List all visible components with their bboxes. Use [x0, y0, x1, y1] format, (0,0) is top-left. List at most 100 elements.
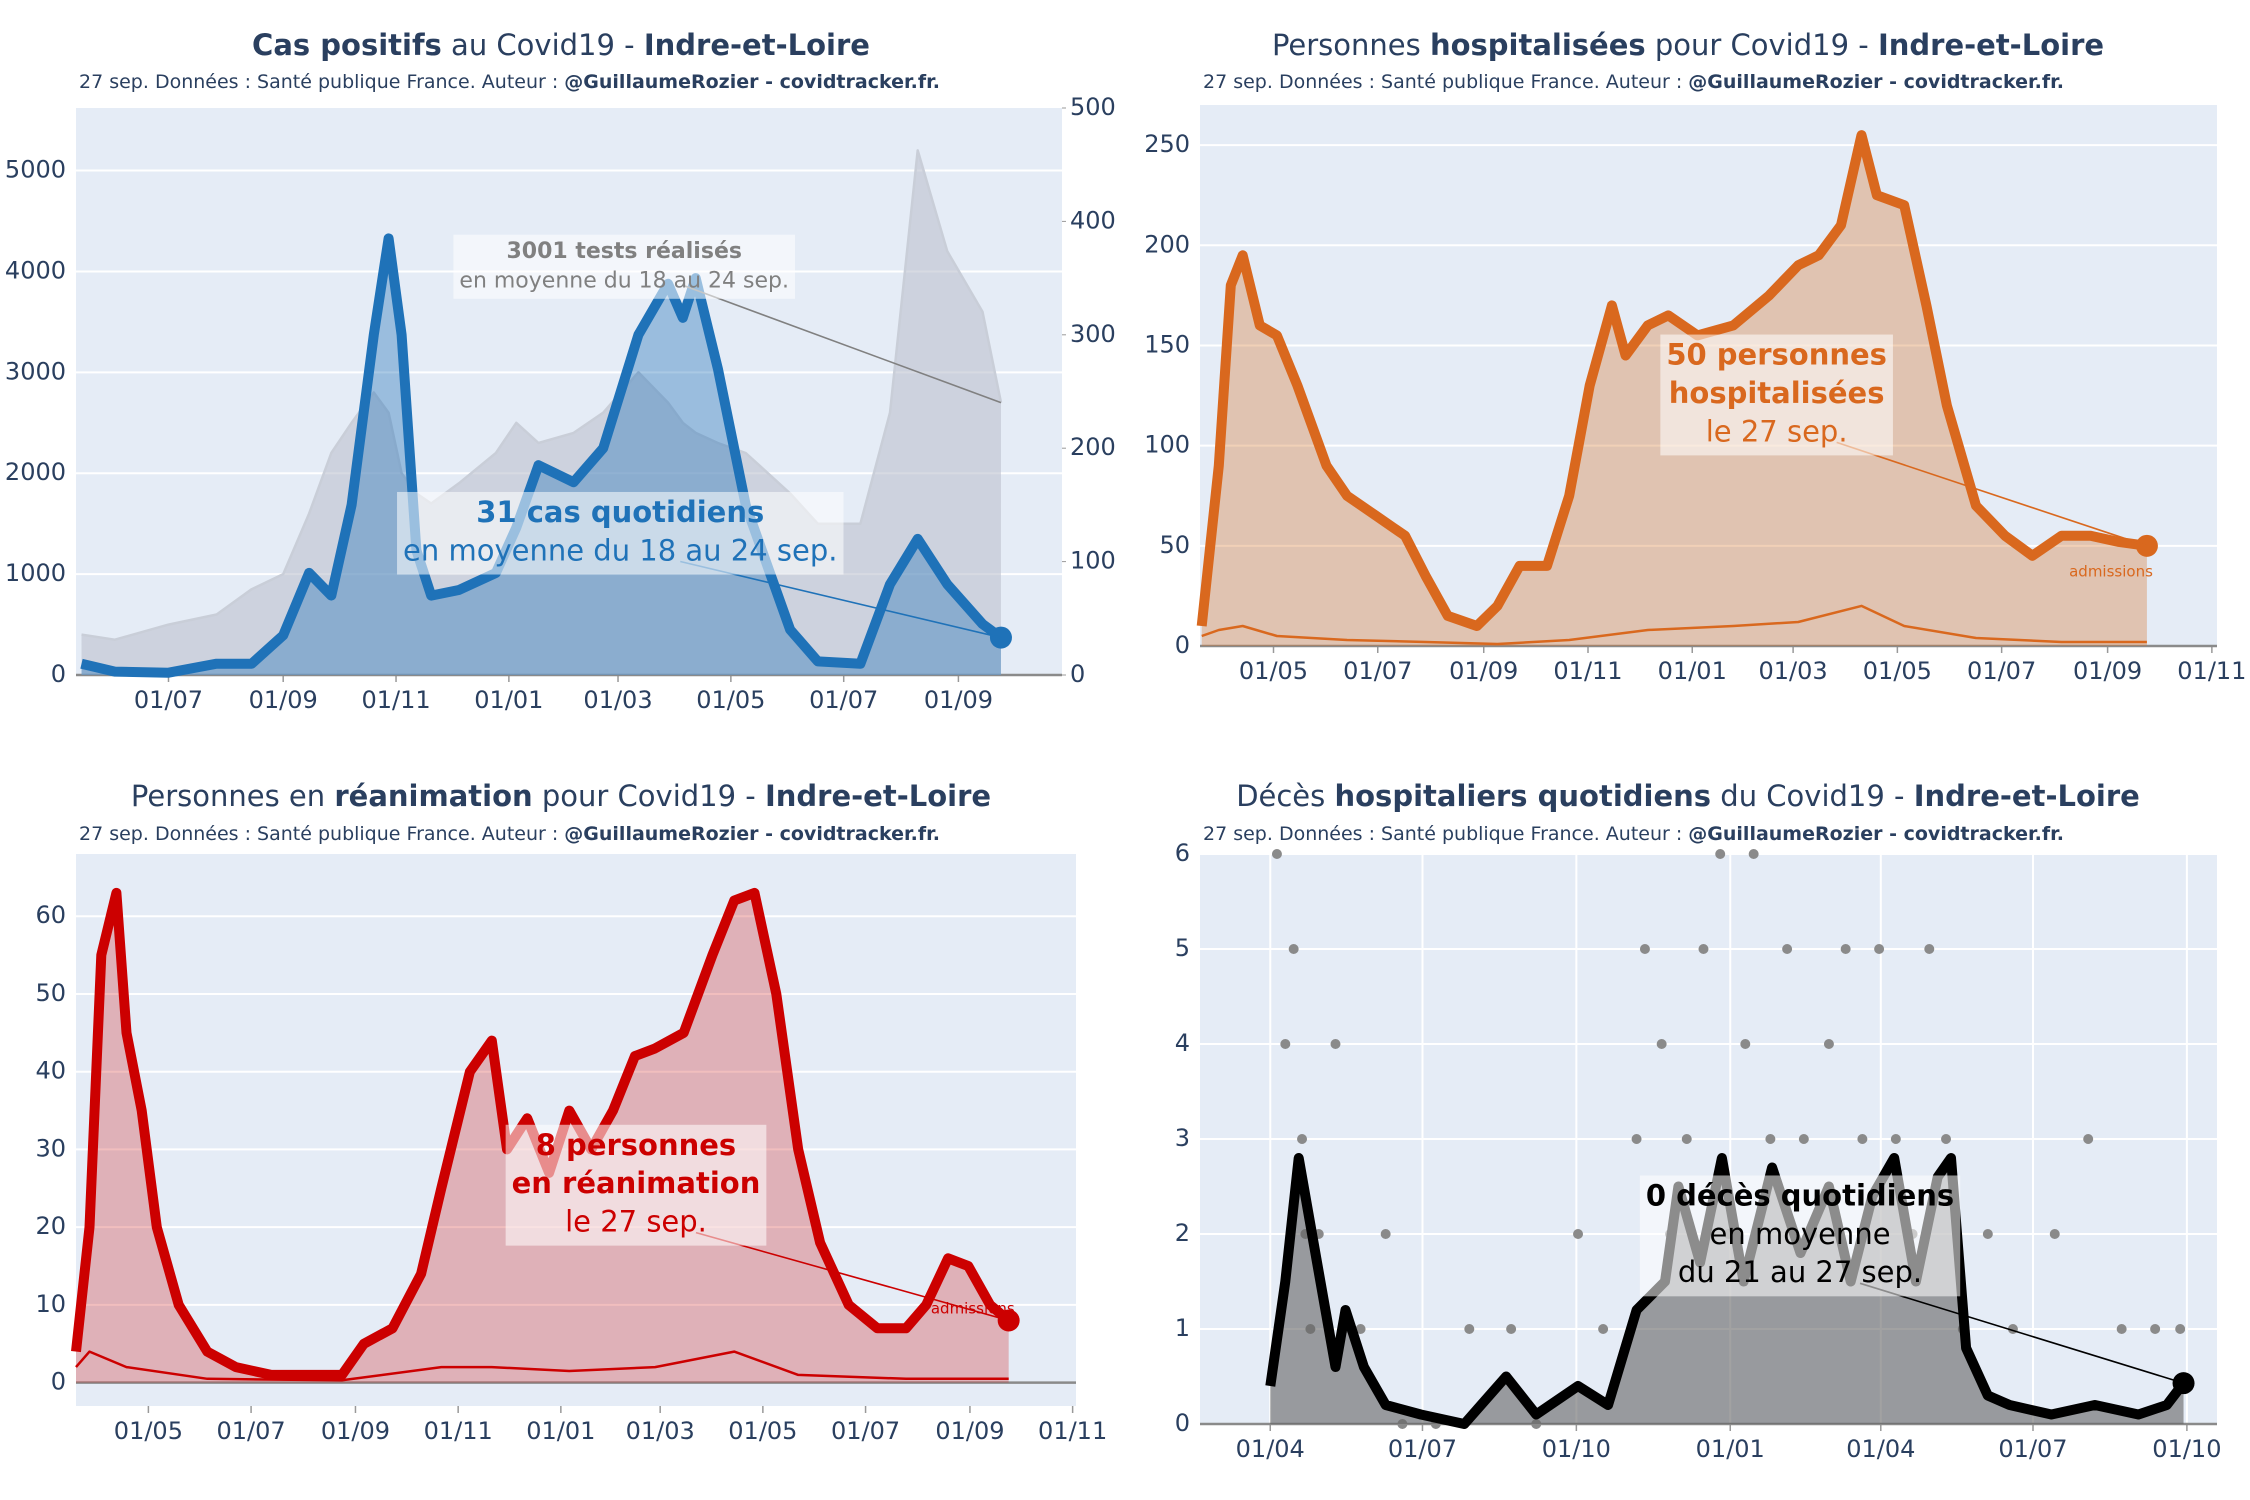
x-tick-label: 01/03 — [626, 1417, 695, 1445]
y-tick-label: 5000 — [5, 156, 66, 184]
y-tick-label: 3000 — [5, 357, 66, 385]
x-tick-label: 01/11 — [2177, 657, 2246, 685]
x-tick-label: 01/09 — [321, 1417, 390, 1445]
text-part: Personnes en — [131, 779, 334, 813]
x-tick-label: 01/09 — [1449, 657, 1518, 685]
y-tick-label: 0 — [1175, 1409, 1190, 1437]
dot — [1464, 1324, 1475, 1334]
chart-subtitle: 27 sep. Données : Santé publique France.… — [1203, 71, 2064, 93]
text-part: Personnes — [1272, 28, 1430, 62]
y-tick-label: 30 — [35, 1134, 66, 1162]
chart-subtitle: 27 sep. Données : Santé publique France.… — [79, 823, 940, 845]
chart-subtitle: 27 sep. Données : Santé publique France.… — [1203, 823, 2064, 845]
annotation-box — [1639, 1175, 1961, 1297]
annotation-arrow — [683, 285, 1002, 404]
y2-tick-label: 500 — [1070, 93, 1116, 121]
x-tick-label: 01/09 — [249, 686, 318, 714]
x-tick-label: 01/04 — [1236, 1435, 1305, 1463]
x-tick-label: 01/01 — [526, 1417, 595, 1445]
y2-tick-label: 200 — [1070, 433, 1116, 461]
y-tick-label: 5 — [1175, 934, 1190, 962]
dot — [1765, 1134, 1776, 1144]
dot — [1941, 1134, 1952, 1144]
dot — [1748, 849, 1759, 859]
text-part: Cas positifs — [252, 28, 442, 62]
text-part: Indre-et-Loire — [1878, 28, 2104, 62]
chart-subtitle: 27 sep. Données : Santé publique France.… — [79, 71, 940, 93]
chart-title: Personnes hospitalisées pour Covid19 - I… — [1272, 28, 2104, 62]
line — [1201, 604, 2147, 646]
x-tick-label: 01/01 — [1696, 1435, 1765, 1463]
x-tick-label: 01/05 — [696, 686, 765, 714]
y2-tick-label: 400 — [1070, 206, 1116, 234]
annotation-text: hospitalisées — [1669, 376, 1885, 410]
chart-title: Décès hospitaliers quotidiens du Covid19… — [1236, 779, 2140, 813]
x-tick-label: 01/05 — [1863, 657, 1932, 685]
y-tick-label: 2 — [1175, 1219, 1190, 1247]
x-tick-label: 01/10 — [2152, 1435, 2221, 1463]
y-tick-label: 60 — [35, 901, 66, 929]
y-tick-label: 1 — [1175, 1314, 1190, 1342]
dot — [2049, 1229, 2060, 1239]
text-part: pour Covid19 - — [1646, 28, 1878, 62]
x-tick-label: 01/11 — [424, 1417, 493, 1445]
dot — [1656, 1039, 1667, 1049]
x-tick-label: 01/03 — [583, 686, 652, 714]
annotation-text: le 27 sep. — [1706, 414, 1848, 448]
annotation-text: 8 personnes — [536, 1128, 736, 1162]
annotation-text: en moyenne — [1710, 1217, 1891, 1251]
y-tick-label: 0 — [1175, 631, 1190, 659]
y-tick-label: 100 — [1144, 431, 1190, 459]
annotation-text: en réanimation — [512, 1166, 761, 1200]
x-tick-label: 01/05 — [1239, 657, 1308, 685]
annotation-text: 31 cas quotidiens — [476, 495, 764, 529]
dot — [1330, 1039, 1341, 1049]
y-tick-label: 250 — [1144, 130, 1190, 158]
annotation-arrow — [695, 1231, 1009, 1322]
dot — [1698, 944, 1709, 954]
x-tick-label: 01/07 — [134, 686, 203, 714]
y2-tick-label: 100 — [1070, 547, 1116, 575]
x-tick-label: 01/05 — [728, 1417, 797, 1445]
x-tick-label: 01/05 — [114, 1417, 183, 1445]
dot — [1297, 1134, 1308, 1144]
annotation-text: en moyenne du 18 au 24 sep. — [459, 268, 789, 293]
dot — [2175, 1324, 2186, 1334]
y-tick-label: 3 — [1175, 1124, 1190, 1152]
text-part: au Covid19 - — [442, 28, 644, 62]
text-part: Indre-et-Loire — [765, 779, 991, 813]
text-part: Décès — [1236, 779, 1334, 813]
text-part: @GuillaumeRozier - covidtracker.fr. — [564, 71, 940, 93]
annotation-text: 0 décès quotidiens — [1646, 1179, 1954, 1213]
y-tick-label: 4000 — [5, 256, 66, 284]
dot — [1380, 1229, 1391, 1239]
x-tick-label: 01/07 — [1998, 1435, 2067, 1463]
x-tick-label: 01/07 — [1343, 657, 1412, 685]
annotation-text: le 27 sep. — [565, 1204, 707, 1238]
y-tick-label: 20 — [35, 1212, 66, 1240]
dot — [1982, 1229, 1993, 1239]
annotation-box — [453, 234, 796, 299]
text-part: 27 sep. Données : Santé publique France.… — [79, 71, 564, 93]
text-part: @GuillaumeRozier - covidtracker.fr. — [1688, 823, 2064, 845]
dot — [1823, 1039, 1834, 1049]
y-tick-label: 2000 — [5, 458, 66, 486]
series-label: admissions — [2069, 562, 2153, 580]
x-tick-label: 01/09 — [2073, 657, 2142, 685]
x-tick-label: 01/11 — [361, 686, 430, 714]
text-part: @GuillaumeRozier - covidtracker.fr. — [1688, 71, 2064, 93]
dot — [1288, 944, 1299, 954]
dot — [1740, 1039, 1751, 1049]
y-tick-label: 0 — [51, 1368, 66, 1396]
dot — [1280, 1039, 1291, 1049]
annotation-text: 50 personnes — [1666, 338, 1887, 372]
x-tick-label: 01/07 — [831, 1417, 900, 1445]
text-part: Indre-et-Loire — [644, 28, 870, 62]
text-part: @GuillaumeRozier - covidtracker.fr. — [564, 823, 940, 845]
line — [75, 1350, 1009, 1382]
annotation-box — [397, 491, 844, 575]
y2-tick-label: 0 — [1070, 660, 1085, 688]
line — [1196, 130, 2148, 631]
dot — [2083, 1134, 2094, 1144]
